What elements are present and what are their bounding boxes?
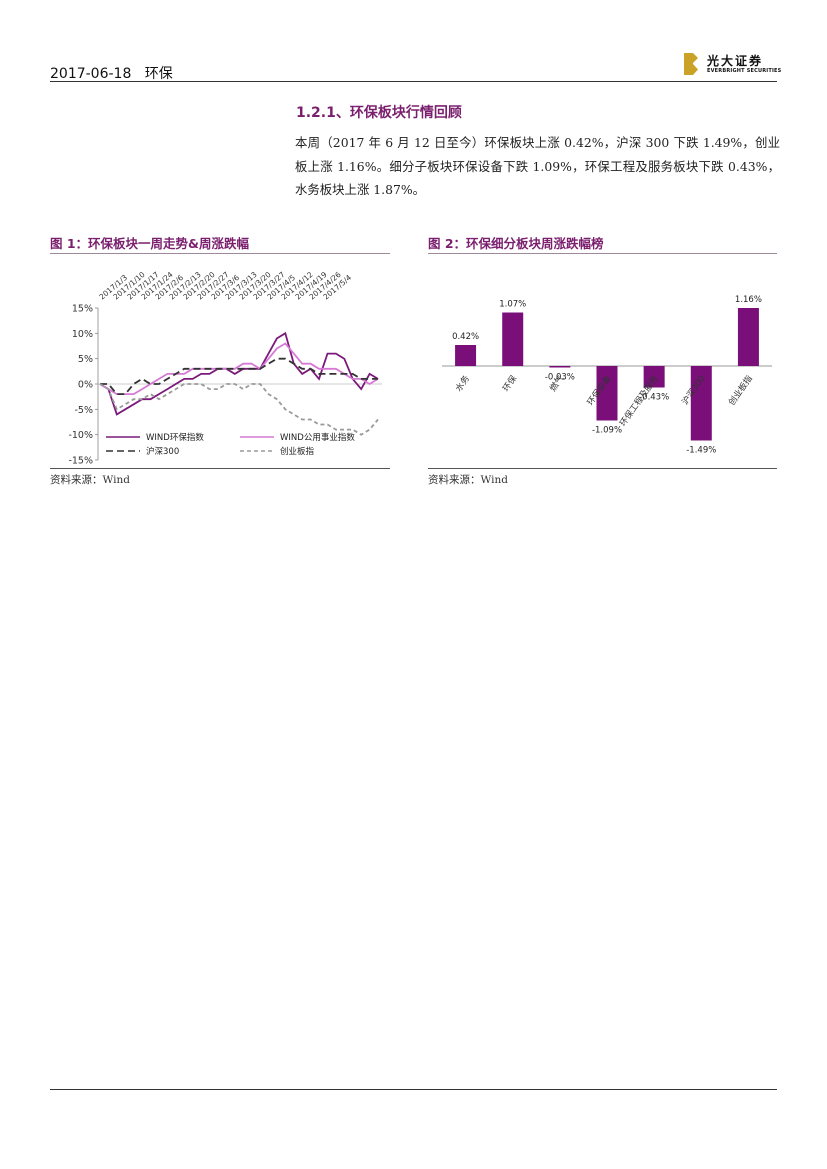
data-label: 0.42% xyxy=(452,332,479,342)
bar xyxy=(596,366,618,421)
data-label: -1.09% xyxy=(592,426,622,436)
series-line xyxy=(99,342,379,396)
bar xyxy=(502,312,524,366)
y-tick-label: 15% xyxy=(72,304,93,315)
data-label: 1.16% xyxy=(735,295,762,305)
figure1-title: 图 1：环保板块一周走势&周涨跌幅 xyxy=(50,236,249,251)
figure2-top-rule xyxy=(428,253,777,254)
section-heading: 1.2.1、环保板块行情回顾 xyxy=(296,105,462,121)
legend-label: 创业板指 xyxy=(280,446,315,457)
category-label: 水务 xyxy=(453,373,472,394)
figure2-bottom-rule xyxy=(428,468,777,469)
logo-mark-icon xyxy=(684,53,698,75)
figure2-title: 图 2：环保细分板块周涨跌幅榜 xyxy=(428,236,604,251)
logo-text-en: EVERBRIGHT SECURITIES xyxy=(707,68,782,74)
footer-divider xyxy=(50,1089,777,1090)
data-label: -0.43% xyxy=(639,393,669,403)
series-line xyxy=(100,357,378,396)
figure2-source: 资料来源：Wind xyxy=(428,474,508,486)
bar xyxy=(643,366,665,388)
legend-label: WIND环保指数 xyxy=(146,432,204,443)
y-tick-label: 10% xyxy=(72,329,93,340)
y-tick-label: -15% xyxy=(68,456,93,467)
category-label: 环保 xyxy=(500,373,519,394)
header-date-topic: 2017-06-18 环保 xyxy=(50,63,173,83)
section-body: 本周（2017 年 6 月 12 日至今）环保板块上涨 0.42%，沪深 300… xyxy=(295,135,780,197)
bar xyxy=(737,308,759,366)
figure1-bottom-rule xyxy=(50,468,390,469)
series-line xyxy=(99,331,379,416)
data-label: 1.07% xyxy=(499,300,526,310)
y-tick-label: -5% xyxy=(75,405,94,416)
y-tick-label: 0% xyxy=(78,380,93,391)
legend-label: 沪深300 xyxy=(146,446,179,457)
y-tick-label: -10% xyxy=(68,430,93,441)
report-topic: 环保 xyxy=(144,66,173,82)
y-tick-label: 5% xyxy=(78,354,93,365)
data-label: -1.49% xyxy=(686,446,716,456)
company-logo: 光大证券 EVERBRIGHT SECURITIES xyxy=(683,52,782,78)
header-divider xyxy=(50,81,777,82)
data-label: -0.03% xyxy=(545,373,575,383)
series-line xyxy=(99,383,379,436)
figure1-source: 资料来源：Wind xyxy=(50,474,130,486)
bar xyxy=(455,345,477,366)
logo-text-cn: 光大证券 xyxy=(707,54,764,68)
legend-label: WIND公用事业指数 xyxy=(280,432,355,443)
category-label: 创业板指 xyxy=(726,373,755,408)
figure1-top-rule xyxy=(50,253,390,254)
bar xyxy=(690,366,712,441)
figure2-bar-chart: 0.42%水务1.07%环保 -0.03%燃气-1.09%环保设备 -0.43%环保… xyxy=(442,295,772,456)
figure1-line-chart: 15%10%5%0%-5%-10%-15%2017/1/32017/1/1020… xyxy=(68,270,382,467)
bar xyxy=(549,366,571,368)
report-date: 2017-06-18 xyxy=(50,66,132,82)
